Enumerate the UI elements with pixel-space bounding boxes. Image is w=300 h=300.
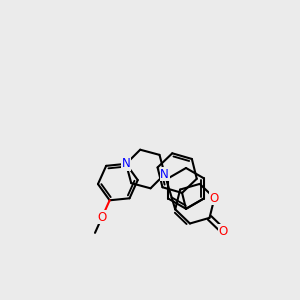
Text: O: O	[210, 191, 219, 205]
Text: N: N	[160, 168, 169, 181]
Text: O: O	[219, 225, 228, 238]
Text: N: N	[122, 157, 130, 170]
Text: O: O	[98, 211, 107, 224]
